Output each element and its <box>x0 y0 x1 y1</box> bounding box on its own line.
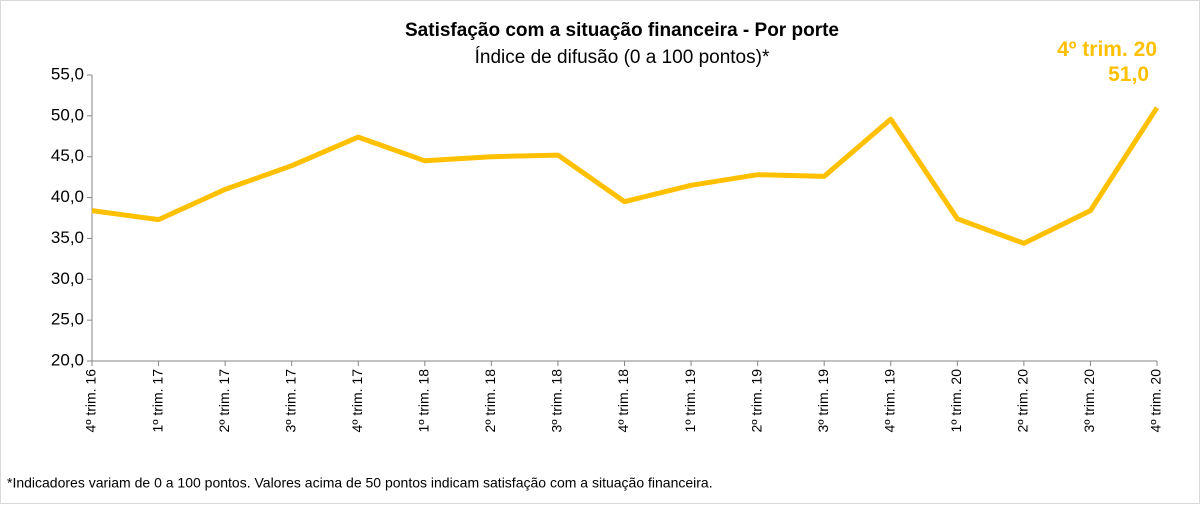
y-tick-label: 55,0 <box>51 64 84 83</box>
line-series <box>91 106 1160 246</box>
x-tick-label: 1º trim. 18 <box>416 369 432 433</box>
x-tick-label: 3º trim. 19 <box>815 369 831 433</box>
x-tick-label: 1º trim. 19 <box>682 369 698 433</box>
x-tick-label: 3º trim. 17 <box>282 369 298 433</box>
x-tick-label: 4º trim. 20 <box>1148 369 1164 433</box>
x-tick-label: 2º trim. 17 <box>216 369 232 433</box>
x-tick-label: 1º trim. 20 <box>948 369 964 433</box>
x-tick-label: 2º trim. 19 <box>748 369 764 433</box>
x-tick-label: 3º trim. 18 <box>549 369 565 433</box>
x-tick-label: 4º trim. 18 <box>615 369 631 433</box>
y-tick-label: 25,0 <box>51 310 84 329</box>
y-tick-label: 50,0 <box>51 105 84 124</box>
x-tick-label: 2º trim. 20 <box>1015 369 1031 433</box>
chart-title: Satisfação com a situação financeira - P… <box>405 20 839 41</box>
chart-subtitle: Índice de difusão (0 a 100 pontos)* <box>475 47 770 68</box>
y-tick-label: 35,0 <box>51 228 84 247</box>
y-tick-label: 40,0 <box>51 187 84 206</box>
x-tick-label: 4º trim. 16 <box>83 369 99 433</box>
x-tick-label: 4º trim. 17 <box>349 369 365 433</box>
x-tick-label: 2º trim. 18 <box>482 369 498 433</box>
x-tick-label: 4º trim. 19 <box>881 369 897 433</box>
x-tick-label: 3º trim. 20 <box>1081 369 1097 433</box>
y-tick-label: 20,0 <box>51 350 84 369</box>
footnote: *Indicadores variam de 0 a 100 pontos. V… <box>7 475 713 491</box>
y-tick-label: 30,0 <box>51 269 84 288</box>
x-tick-label: 1º trim. 17 <box>149 369 165 433</box>
y-tick-label: 45,0 <box>51 146 84 165</box>
annotation-category: 4º trim. 20 <box>1057 38 1157 61</box>
data-label: 51,0 <box>1108 63 1149 86</box>
